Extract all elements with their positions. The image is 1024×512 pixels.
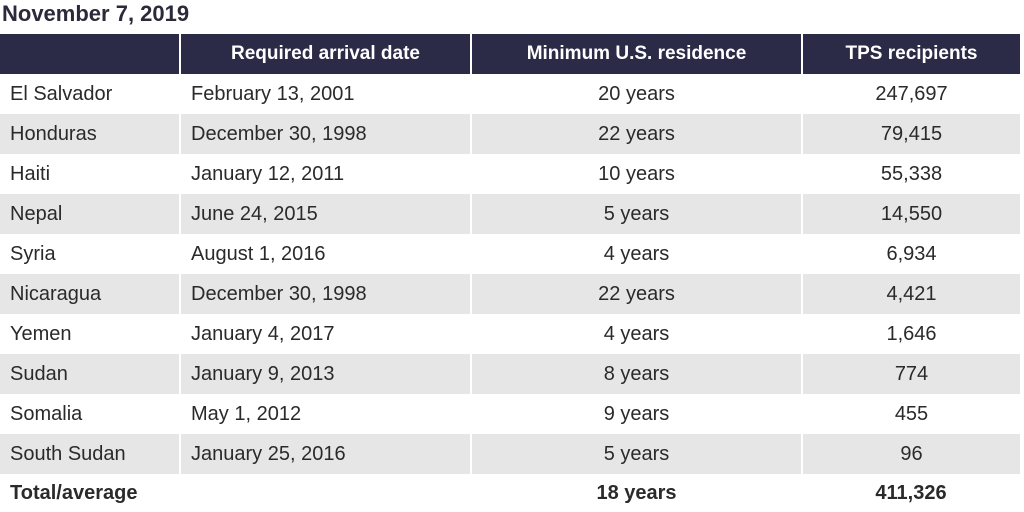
table-row: Honduras December 30, 1998 22 years 79,415	[0, 114, 1020, 154]
arrival-date-cell: January 4, 2017	[179, 314, 471, 354]
min-residence-cell: 5 years	[470, 194, 802, 234]
tps-recipients-cell: 14,550	[801, 194, 1020, 234]
tps-recipients-cell: 79,415	[801, 114, 1020, 154]
min-residence-cell: 22 years	[470, 114, 802, 154]
table-row: Yemen January 4, 2017 4 years 1,646	[0, 314, 1020, 354]
total-arrival-date	[180, 474, 471, 512]
column-header-tps-recipients: TPS recipients	[801, 34, 1020, 74]
table-row: El Salvador February 13, 2001 20 years 247,…	[0, 74, 1020, 114]
min-residence-cell: 9 years	[470, 394, 802, 434]
country-cell: El Salvador	[10, 82, 113, 105]
country-cell: South Sudan	[10, 442, 126, 465]
arrival-date-cell: December 30, 1998	[179, 114, 471, 154]
arrival-date-cell: December 30, 1998	[179, 274, 471, 314]
arrival-date-cell: January 25, 2016	[179, 434, 471, 474]
table-row: Nepal June 24, 2015 5 years 14,550	[0, 194, 1020, 234]
country-cell: Yemen	[10, 322, 72, 345]
arrival-date-cell: January 9, 2013	[179, 354, 471, 394]
tps-recipients-cell: 247,697	[801, 74, 1020, 114]
tps-recipients-cell: 1,646	[801, 314, 1020, 354]
tps-recipients-cell: 455	[801, 394, 1020, 434]
column-header-min-residence: Minimum U.S. residence	[470, 34, 802, 74]
table-row: Haiti January 12, 2011 10 years 55,338	[0, 154, 1020, 194]
table-row: Syria August 1, 2016 4 years 6,934	[0, 234, 1020, 274]
table-body: El Salvador February 13, 2001 20 years 247,…	[0, 74, 1020, 474]
chart-title: November 7, 2019	[2, 1, 190, 26]
arrival-date-cell: January 12, 2011	[179, 154, 471, 194]
column-header-country	[0, 34, 180, 74]
tps-recipients-cell: 6,934	[801, 234, 1020, 274]
country-cell: Haiti	[10, 162, 51, 185]
table-row: Nicaragua December 30, 1998 22 years 4,421	[0, 274, 1020, 314]
table-footer: Total/average 18 years 411,326	[0, 474, 1020, 512]
arrival-date-cell: May 1, 2012	[179, 394, 471, 434]
country-cell: Nicaragua	[10, 282, 102, 305]
total-label: Total/average	[10, 481, 138, 504]
total-min-residence: 18 years	[596, 481, 677, 504]
min-residence-cell: 8 years	[470, 354, 802, 394]
table-header: Required arrival date Minimum U.S. resid…	[0, 34, 1020, 74]
country-cell: Nepal	[10, 202, 63, 225]
min-residence-cell: 20 years	[470, 74, 802, 114]
min-residence-cell: 10 years	[470, 154, 802, 194]
tps-table: Required arrival date Minimum U.S. resid…	[0, 34, 1020, 512]
arrival-date-cell: February 13, 2001	[179, 74, 471, 114]
table-row: South Sudan January 25, 2016 5 years 96	[0, 434, 1020, 474]
total-tps-recipients: 411,326	[875, 481, 947, 504]
country-cell: Syria	[10, 242, 56, 265]
column-header-arrival-date: Required arrival date	[179, 34, 471, 74]
tps-recipients-cell: 55,338	[801, 154, 1020, 194]
table-row: Sudan January 9, 2013 8 years 774	[0, 354, 1020, 394]
total-row: Total/average 18 years 411,326	[0, 474, 1020, 512]
min-residence-cell: 4 years	[470, 234, 802, 274]
tps-recipients-cell: 774	[801, 354, 1020, 394]
min-residence-cell: 22 years	[470, 274, 802, 314]
tps-recipients-cell: 4,421	[801, 274, 1020, 314]
header-row: Required arrival date Minimum U.S. resid…	[0, 34, 1020, 74]
country-cell: Sudan	[10, 362, 68, 385]
country-cell: Honduras	[10, 122, 97, 145]
min-residence-cell: 5 years	[470, 434, 802, 474]
tps-recipients-cell: 96	[801, 434, 1020, 474]
arrival-date-cell: June 24, 2015	[179, 194, 471, 234]
arrival-date-cell: August 1, 2016	[179, 234, 471, 274]
table-row: Somalia May 1, 2012 9 years 455	[0, 394, 1020, 434]
min-residence-cell: 4 years	[470, 314, 802, 354]
country-cell: Somalia	[10, 402, 83, 425]
